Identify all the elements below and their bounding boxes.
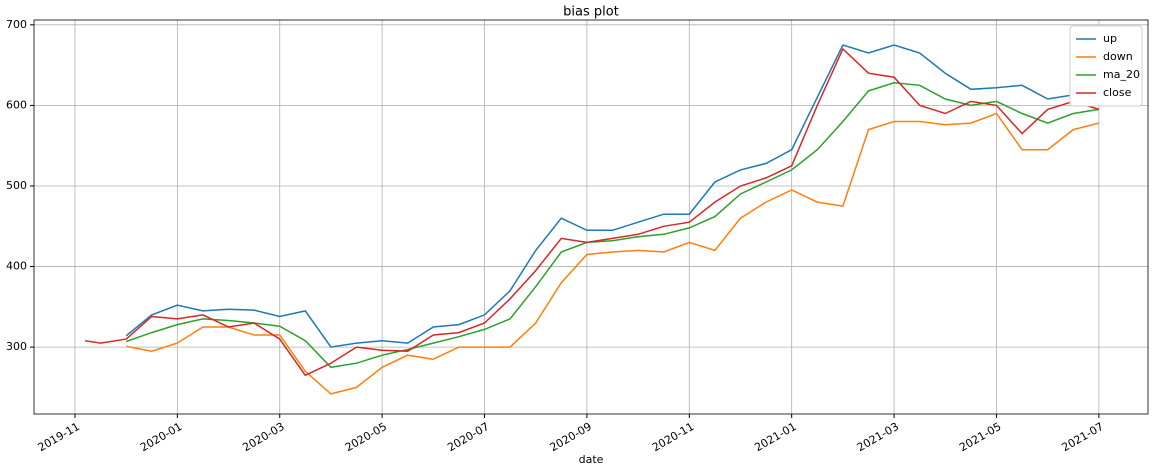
x-axis-label: date [579,453,604,466]
x-tick-label: 2020-11 [650,420,696,454]
y-tick-label: 700 [6,18,27,31]
x-tick-label: 2021-03 [855,420,901,454]
x-tick-label: 2021-05 [957,420,1003,454]
legend-label: close [1103,86,1132,99]
plot-frame [33,19,1149,415]
x-tick-label: 2020-03 [240,420,286,454]
series-line [125,82,1100,369]
y-tick-label: 500 [6,179,27,192]
x-tick-label: 2020-09 [548,420,594,454]
legend-box [1069,25,1143,107]
x-tick-label: 2020-05 [343,420,389,454]
x-tick-label: 2021-07 [1060,420,1106,454]
series-line [85,47,1100,377]
y-tick-label: 300 [6,340,27,353]
y-tick-label: 600 [6,98,27,111]
x-tick-label: 2019-11 [36,420,82,454]
y-tick-label: 400 [6,260,27,273]
series-line [125,44,1099,348]
x-tick-label: 2020-07 [445,420,491,454]
legend-label: down [1103,50,1133,63]
chart-title: bias plot [563,5,619,20]
series-line [126,112,1100,395]
legend-label: up [1103,32,1117,45]
x-tick-label: 2021-01 [752,420,798,454]
legend-label: ma_20 [1103,68,1140,81]
x-tick-label: 2020-01 [138,420,184,454]
